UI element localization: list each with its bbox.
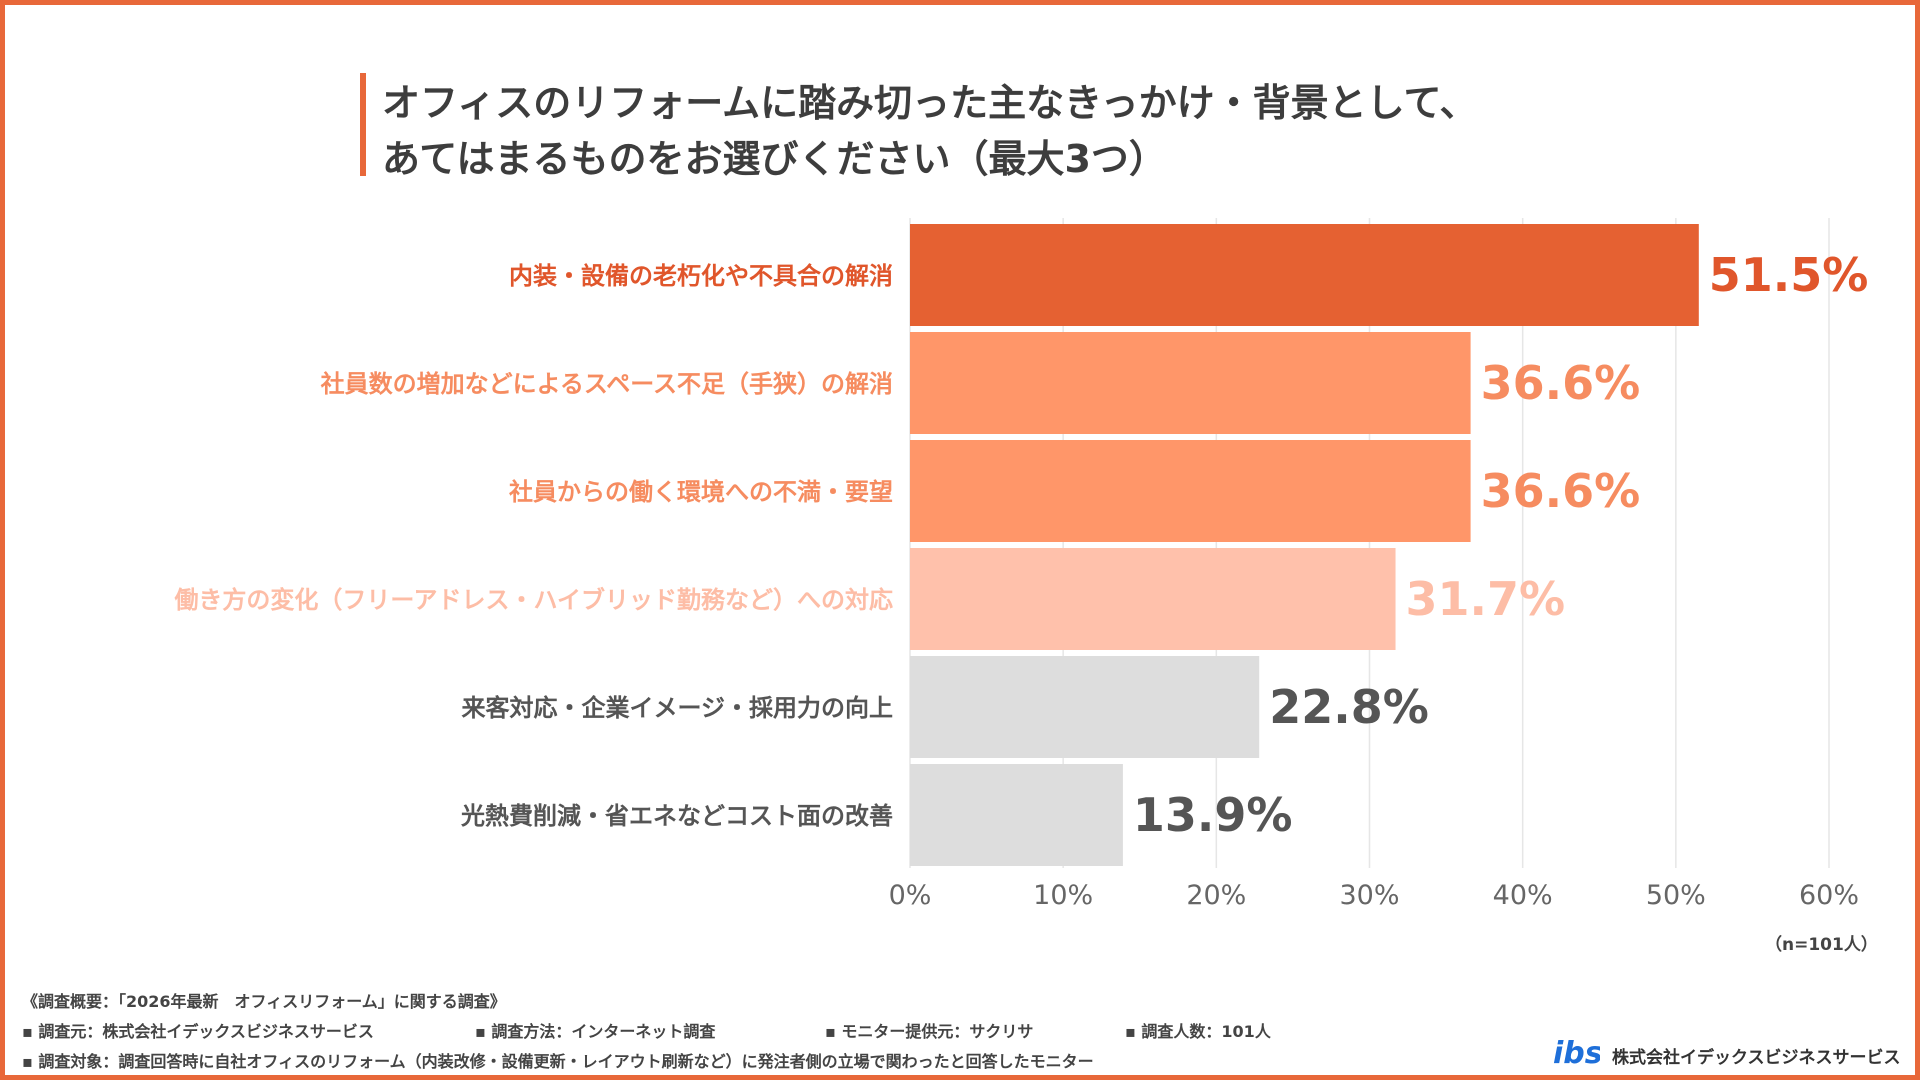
value-label: 22.8% [1269, 680, 1429, 734]
category-label: 来客対応・企業イメージ・採用力の向上 [461, 694, 893, 722]
x-tick-label: 60% [1799, 880, 1859, 911]
footer-heading: 《調査概要：「2026年最新 オフィスリフォーム」に関する調査》 [22, 992, 506, 1011]
value-labels: 51.5% 36.6% 36.6% 31.7% 22.8% 13.9% [1133, 248, 1869, 842]
footer-survey-method: ▪ 調査方法：インターネット調査 [475, 1022, 716, 1041]
company-name: 株式会社イデックスビジネスサービス [1612, 1048, 1901, 1068]
category-label: 内装・設備の老朽化や不具合の解消 [509, 262, 893, 290]
bar [910, 224, 1699, 326]
x-axis-tick-labels: 0% 10% 20% 30% 40% 50% 60% [889, 880, 1859, 911]
bar [910, 656, 1260, 758]
bars [910, 224, 1699, 866]
x-tick-label: 0% [889, 880, 932, 911]
x-tick-label: 30% [1339, 880, 1399, 911]
footer-monitor-provider: ▪ モニター提供元：サクリサ [825, 1022, 1034, 1041]
ibs-logo-icon: ibs [1553, 1036, 1600, 1071]
bar [910, 764, 1123, 866]
grid-lines [909, 218, 1830, 868]
category-label: 社員からの働く環境への不満・要望 [509, 478, 893, 506]
category-label: 光熱費削減・省エネなどコスト面の改善 [460, 802, 893, 830]
logo-text: ibs [1553, 1036, 1600, 1071]
x-tick-label: 20% [1186, 880, 1246, 911]
bar [910, 548, 1396, 650]
value-label: 36.6% [1481, 464, 1641, 518]
category-label: 働き方の変化（フリーアドレス・ハイブリッド勤務など）への対応 [173, 586, 893, 614]
footer-survey-target: ▪ 調査対象：調査回答時に自社オフィスのリフォーム（内装改修・設備更新・レイアウ… [22, 1052, 1094, 1071]
x-tick-label: 50% [1646, 880, 1706, 911]
value-label: 51.5% [1709, 248, 1869, 302]
chart-title-line-1: オフィスのリフォームに踏み切った主なきっかけ・背景として、 [382, 81, 1478, 125]
value-label: 13.9% [1133, 788, 1293, 842]
footer-respondent-count: ▪ 調査人数：101人 [1125, 1022, 1271, 1041]
category-label: 社員数の増加などによるスペース不足（手狭）の解消 [321, 370, 893, 398]
footer-survey-source: ▪ 調査元：株式会社イデックスビジネスサービス [22, 1022, 374, 1041]
bar [910, 332, 1471, 434]
sample-size-note: （n=101人） [1765, 935, 1878, 955]
x-tick-label: 10% [1033, 880, 1093, 911]
x-tick-label: 40% [1493, 880, 1553, 911]
value-label: 36.6% [1481, 356, 1641, 410]
value-label: 31.7% [1406, 572, 1566, 626]
title-accent-bar [360, 73, 366, 176]
bar [910, 440, 1471, 542]
chart-title-line-2: あてはまるものをお選びください（最大3つ） [382, 137, 1167, 181]
category-labels: 内装・設備の老朽化や不具合の解消社員数の増加などによるスペース不足（手狭）の解消… [173, 262, 893, 830]
